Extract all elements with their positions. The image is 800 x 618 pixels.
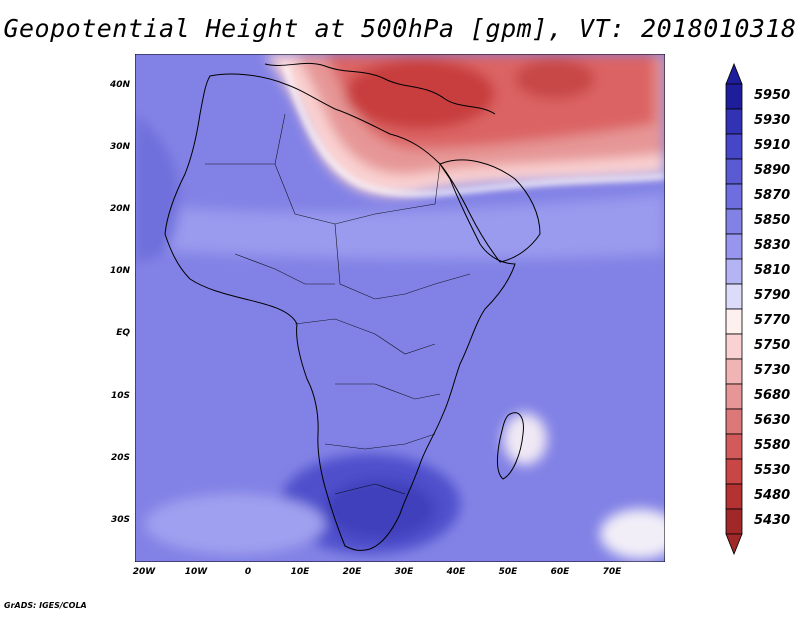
colorbar-box: [725, 308, 743, 335]
lat-label: EQ: [116, 328, 130, 338]
arabia-coast: [439, 159, 541, 263]
colorbar-box: [725, 208, 743, 235]
field-southern-core: [325, 479, 435, 539]
lat-label: 10N: [109, 266, 130, 276]
colorbar-level-label: 5770: [754, 312, 791, 328]
colorbar: [725, 62, 743, 556]
colorbar-box: [725, 258, 743, 285]
map-title: Geopotential Height at 500hPa [gpm], VT:…: [3, 14, 797, 43]
field-southeast-pale: [600, 509, 665, 559]
colorbar-level-label: 5480: [754, 487, 791, 503]
colorbar-level-label: 5930: [754, 112, 791, 128]
colorbar-level-label: 5730: [754, 362, 791, 378]
colorbar-box: [725, 383, 743, 410]
colorbar-box: [725, 408, 743, 435]
colorbar-box: [725, 233, 743, 260]
credit-text: GrADS: IGES/COLA: [4, 601, 87, 610]
colorbar-level-label: 5830: [754, 237, 791, 253]
lat-label: 20N: [109, 204, 130, 214]
lon-label: 10W: [184, 567, 208, 577]
lat-label: 30N: [109, 142, 130, 152]
colorbar-box: [725, 333, 743, 360]
lon-label: 20E: [342, 567, 362, 577]
colorbar-level-label: 5750: [754, 337, 791, 353]
colorbar-level-label: 5580: [754, 437, 791, 453]
lat-label: 10S: [110, 391, 130, 401]
colorbar-level-label: 5810: [754, 262, 791, 278]
field-trough-core-1: [345, 59, 495, 129]
colorbar-box: [725, 433, 743, 460]
colorbar-box: [725, 83, 743, 110]
coastlines: [164, 62, 541, 551]
field-madagascar-pale: [503, 413, 547, 465]
colorbar-box: [725, 508, 743, 535]
colorbar-top-arrow: [725, 62, 743, 85]
geopotential-map: [135, 54, 665, 562]
field-west-ocean: [135, 114, 180, 264]
lon-label: 60E: [550, 567, 570, 577]
borders: [205, 113, 471, 495]
lat-label: 20S: [110, 453, 130, 463]
colorbar-level-label: 5910: [754, 137, 791, 153]
field-transition: [282, 63, 665, 197]
colorbar-box: [725, 158, 743, 185]
colorbar-level-label: 5680: [754, 387, 791, 403]
colorbar-box: [725, 283, 743, 310]
colorbar-level-label: 5530: [754, 462, 791, 478]
colorbar-level-label: 5850: [754, 212, 791, 228]
lon-label: 10E: [290, 567, 310, 577]
lat-label: 30S: [110, 515, 130, 525]
colorbar-level-label: 5890: [754, 162, 791, 178]
lon-label: 50E: [498, 567, 518, 577]
colorbar-box: [725, 108, 743, 135]
lon-label: 20W: [132, 567, 156, 577]
colorbar-box: [725, 133, 743, 160]
colorbar-box: [725, 458, 743, 485]
europe-coast: [264, 62, 496, 115]
colorbar-level-label: 5630: [754, 412, 791, 428]
field-south-pale: [145, 494, 325, 554]
colorbar-bottom-arrow: [725, 533, 743, 556]
colorbar-level-label: 5870: [754, 187, 791, 203]
colorbar-box: [725, 358, 743, 385]
colorbar-level-label: 5430: [754, 512, 791, 528]
colorbar-box: [725, 183, 743, 210]
lon-label: 40E: [446, 567, 466, 577]
lon-label: 0: [244, 567, 252, 577]
colorbar-box: [725, 483, 743, 510]
lon-label: 70E: [602, 567, 622, 577]
africa-coast: [164, 73, 516, 551]
field-trough-core-2: [515, 59, 595, 99]
colorbar-level-label: 5790: [754, 287, 791, 303]
madagascar-coast: [496, 412, 524, 480]
colorbar-level-label: 5950: [754, 87, 791, 103]
lon-label: 30E: [394, 567, 414, 577]
lat-label: 40N: [109, 80, 130, 90]
